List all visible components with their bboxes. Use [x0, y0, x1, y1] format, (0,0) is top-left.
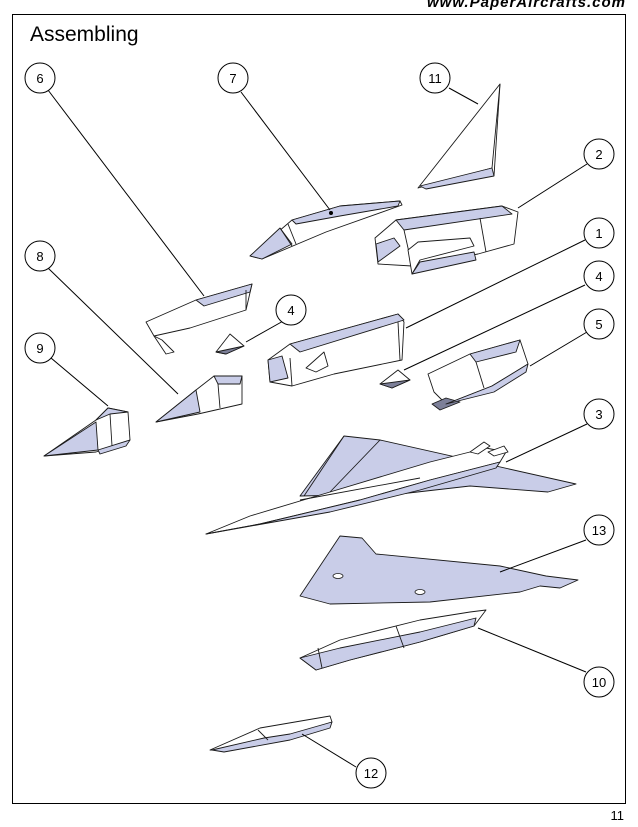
site-url: www.PaperAircrafts.com	[426, 0, 626, 11]
part-3-wing-assembly	[205, 435, 577, 535]
part-2-nacelle	[374, 205, 519, 275]
callout-10-label: 10	[592, 675, 606, 690]
callout-7-label: 7	[229, 71, 236, 86]
callout-8: 8	[24, 240, 56, 272]
callout-12-label: 12	[364, 766, 378, 781]
part-8-nose-section	[155, 375, 243, 423]
page-title: Assembling	[30, 23, 139, 46]
part-4-small-right	[379, 369, 411, 389]
part-6-tail-cone	[145, 283, 253, 355]
callout-5: 5	[583, 308, 615, 340]
part-12-strip	[209, 715, 333, 753]
part-10-lower-fuselage	[299, 609, 487, 671]
callout-4b: 4	[275, 294, 307, 326]
callout-11-label: 11	[428, 71, 442, 86]
part-1-fuselage	[267, 313, 405, 387]
part-5-intake	[427, 339, 529, 411]
callout-11: 11	[419, 62, 451, 94]
callout-4a-label: 4	[595, 269, 602, 284]
part-4-small-left	[215, 333, 245, 355]
callout-9: 9	[24, 332, 56, 364]
callout-7: 7	[217, 62, 249, 94]
page-number: 11	[610, 808, 625, 823]
part-11-fin	[417, 83, 501, 190]
page-frame	[12, 14, 626, 804]
callout-4a: 4	[583, 260, 615, 292]
callout-5-label: 5	[595, 317, 602, 332]
callout-13: 13	[583, 514, 615, 546]
part-9-nose-cone	[43, 407, 131, 457]
part-13-wing-panel	[299, 535, 579, 605]
callout-3: 3	[583, 398, 615, 430]
callout-10: 10	[583, 666, 615, 698]
callout-3-label: 3	[595, 407, 602, 422]
callout-13-label: 13	[592, 523, 606, 538]
callout-1-label: 1	[595, 226, 602, 241]
callout-12: 12	[355, 757, 387, 789]
callout-6: 6	[24, 62, 56, 94]
callout-9-label: 9	[36, 341, 43, 356]
callout-4b-label: 4	[287, 303, 294, 318]
callout-8-label: 8	[36, 249, 43, 264]
callout-6-label: 6	[36, 71, 43, 86]
callout-1: 1	[583, 217, 615, 249]
leader-lines	[47, 87, 588, 768]
part-7-canopy	[249, 200, 403, 260]
callout-2-label: 2	[595, 147, 602, 162]
callout-2: 2	[583, 138, 615, 170]
